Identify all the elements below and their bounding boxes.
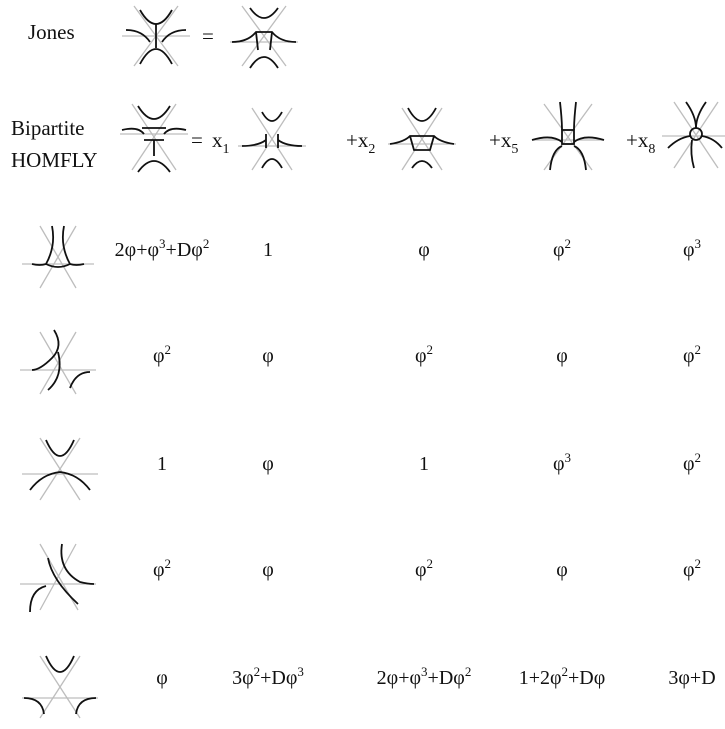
term-text: φ — [682, 345, 695, 367]
exponent: 2 — [564, 236, 572, 251]
term-text: 1 — [419, 453, 429, 475]
term-text: +Dφ — [568, 667, 606, 689]
bipartite-label-line1: Bipartite — [11, 116, 85, 140]
table-cell-r3-c5: φ2 — [682, 451, 701, 475]
table-cell-r5-c2: 3φ2+Dφ3 — [232, 665, 304, 689]
term-text: φ — [418, 239, 430, 261]
table-cell-r2-c2: φ — [262, 346, 274, 366]
jones-lhs-diagram — [122, 5, 190, 67]
table-cell-r3-c3: 1 — [419, 454, 429, 474]
term-text: φ — [556, 345, 568, 367]
term-text: 2φ+φ — [376, 667, 422, 689]
exponent: 3 — [421, 664, 428, 679]
term-text: φ — [152, 345, 165, 367]
term-x1-diagram — [238, 107, 306, 171]
term-x1: x1 — [212, 128, 230, 157]
exponent: 2 — [464, 664, 472, 679]
exponent: 3 — [297, 664, 304, 679]
table-cell-r5-c5: 3φ+D — [668, 668, 715, 688]
exponent: 2 — [426, 342, 434, 357]
term-text: φ — [156, 667, 168, 689]
row-3-diagram — [22, 437, 98, 501]
row-5-diagram — [22, 655, 98, 719]
term-text: φ — [414, 345, 427, 367]
exponent: 3 — [564, 450, 572, 465]
term-text: φ — [552, 239, 565, 261]
table-cell-r4-c4: φ — [556, 560, 568, 580]
exponent: 2 — [164, 556, 172, 571]
table-cell-r4-c2: φ — [262, 560, 274, 580]
table-cell-r4-c3: φ2 — [414, 557, 433, 581]
term-text: φ — [682, 453, 695, 475]
exponent: 3 — [694, 236, 702, 251]
term-text: φ — [152, 559, 165, 581]
exponent: 2 — [694, 342, 702, 357]
term-text: 1 — [157, 453, 167, 475]
term-text: 2φ+φ — [114, 239, 160, 261]
term-text: φ — [262, 345, 274, 367]
bipartite-label-line2: HOMFLY — [11, 148, 98, 172]
term-x2-diagram — [388, 107, 456, 171]
jones-label: Jones — [28, 20, 75, 44]
term-text: φ — [414, 559, 427, 581]
exponent: 2 — [694, 556, 702, 571]
jones-rhs-diagram — [230, 5, 298, 69]
exponent: 2 — [561, 664, 569, 679]
table-cell-r3-c1: 1 — [157, 454, 167, 474]
table-cell-r5-c3: 2φ+φ3+Dφ2 — [376, 665, 472, 689]
term-text: φ — [682, 559, 695, 581]
term-text: φ — [262, 559, 274, 581]
table-cell-r4-c5: φ2 — [682, 557, 701, 581]
table-cell-r2-c1: φ2 — [152, 343, 171, 367]
table-cell-r2-c3: φ2 — [414, 343, 433, 367]
row-4-diagram — [20, 543, 96, 613]
table-cell-r1-c1: 2φ+φ3+Dφ2 — [114, 237, 210, 261]
table-cell-r2-c5: φ2 — [682, 343, 701, 367]
exponent: 2 — [202, 236, 210, 251]
row-1-diagram — [22, 225, 94, 289]
table-cell-r3-c4: φ3 — [552, 451, 571, 475]
term-text: +Dφ — [165, 239, 203, 261]
term-text: φ — [682, 239, 695, 261]
homfly-equals: = — [191, 128, 203, 152]
jones-equals: = — [202, 24, 214, 48]
exponent: 2 — [426, 556, 434, 571]
term-text: +Dφ — [427, 667, 465, 689]
term-x8: +x8 — [626, 128, 656, 157]
table-cell-r5-c4: 1+2φ2+Dφ — [518, 665, 606, 689]
exponent: 2 — [694, 450, 702, 465]
table-cell-r1-c5: φ3 — [682, 237, 701, 261]
term-x5-diagram — [531, 101, 605, 171]
term-x8-diagram — [662, 101, 725, 169]
exponent: 2 — [164, 342, 172, 357]
term-x2: +x2 — [346, 128, 376, 157]
term-x5: +x5 — [489, 128, 519, 157]
table-cell-r3-c2: φ — [262, 454, 274, 474]
homfly-lhs-diagram — [120, 103, 188, 173]
table-cell-r1-c4: φ2 — [552, 237, 571, 261]
term-text: 1+2φ — [518, 667, 562, 689]
row-2-diagram — [20, 329, 96, 395]
term-text: 3φ+D — [668, 667, 716, 689]
term-text: φ — [552, 453, 565, 475]
table-cell-r1-c2: 1 — [263, 240, 273, 260]
table-cell-r5-c1: φ — [156, 668, 168, 688]
exponent: 3 — [159, 236, 166, 251]
table-cell-r2-c4: φ — [556, 346, 568, 366]
term-text: 3φ — [232, 667, 254, 689]
term-text: φ — [262, 453, 274, 475]
table-cell-r4-c1: φ2 — [152, 557, 171, 581]
term-text: φ — [556, 559, 568, 581]
term-text: 1 — [263, 239, 273, 261]
exponent: 2 — [253, 664, 261, 679]
table-cell-r1-c3: φ — [418, 240, 430, 260]
term-text: +Dφ — [260, 667, 298, 689]
